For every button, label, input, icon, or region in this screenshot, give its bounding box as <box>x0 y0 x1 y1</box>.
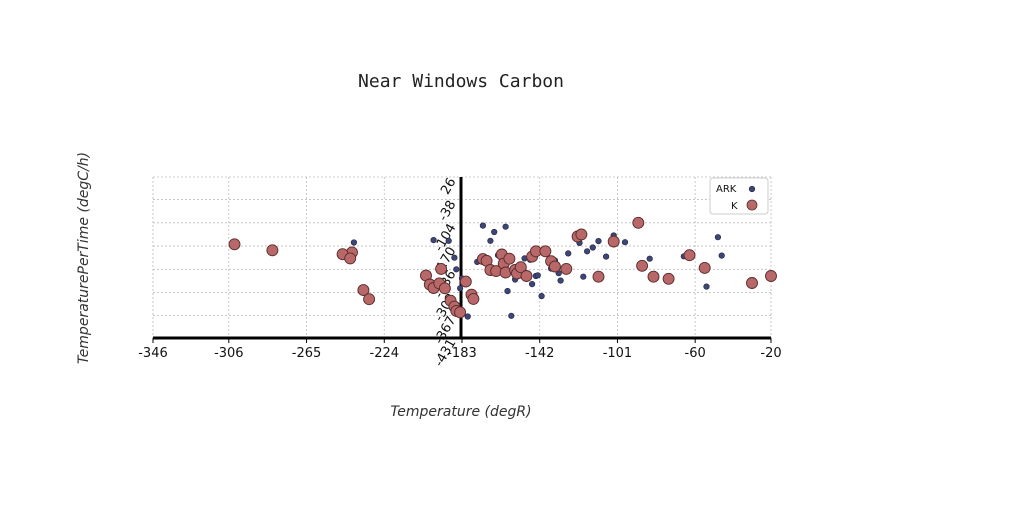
point-k-40 <box>592 270 605 283</box>
point-ark-4 <box>453 266 460 273</box>
point-ark-2 <box>445 237 452 244</box>
x-tick-label-2: -265 <box>292 346 322 361</box>
legend-marker-ark <box>748 185 756 193</box>
legend-label-ark: ARK <box>716 184 737 195</box>
point-k-17 <box>459 275 472 288</box>
point-ark-14 <box>502 223 509 230</box>
legend: ARK K <box>709 177 769 215</box>
point-ark-0 <box>350 239 358 246</box>
point-ark-42 <box>714 234 722 241</box>
point-k-34 <box>539 245 552 258</box>
point-ark-33 <box>583 248 591 255</box>
point-k-4 <box>344 252 357 265</box>
chart-title: Near Windows Carbon <box>358 71 564 92</box>
point-ark-9 <box>479 222 487 229</box>
point-ark-23 <box>534 272 541 279</box>
point-k-45 <box>662 272 675 285</box>
point-k-47 <box>698 261 711 274</box>
point-ark-38 <box>621 239 629 246</box>
point-ark-15 <box>504 288 511 295</box>
x-tick-label-4: -183 <box>447 346 477 361</box>
data-points <box>228 193 777 320</box>
point-k-42 <box>632 216 645 229</box>
point-k-43 <box>636 259 649 272</box>
x-tick-label-5: -142 <box>525 346 555 361</box>
point-k-36 <box>548 260 561 273</box>
point-ark-1 <box>430 237 437 244</box>
point-ark-34 <box>589 244 596 251</box>
x-tick-label-7: -60 <box>685 346 706 361</box>
point-k-19 <box>467 292 480 305</box>
point-ark-35 <box>595 238 602 245</box>
x-tick-label-0: -346 <box>138 346 168 361</box>
y-tick-label-0: 26 <box>438 176 459 198</box>
x-axis-label: Temperature (degR) <box>390 404 531 420</box>
point-k-44 <box>647 270 660 283</box>
x-tick-label-1: -306 <box>214 346 244 361</box>
point-ark-39 <box>646 255 653 262</box>
legend-marker-k <box>746 199 758 211</box>
point-ark-24 <box>538 293 545 300</box>
point-ark-11 <box>491 228 498 236</box>
point-ark-30 <box>565 250 572 257</box>
point-k-0 <box>228 238 241 251</box>
point-ark-36 <box>602 253 610 260</box>
point-k-12 <box>438 282 451 295</box>
x-tick-label-8: -20 <box>760 346 781 361</box>
point-ark-43 <box>718 252 725 259</box>
point-k-30 <box>514 261 527 274</box>
point-ark-7 <box>464 313 471 320</box>
point-k-39 <box>575 228 588 241</box>
point-k-50 <box>765 270 777 282</box>
x-tick-label-6: -101 <box>603 346 633 361</box>
point-k-41 <box>607 235 620 248</box>
point-k-16 <box>454 306 467 319</box>
legend-label-k: K <box>731 201 738 212</box>
point-k-1 <box>266 244 279 257</box>
point-k-5 <box>357 284 370 297</box>
point-ark-29 <box>557 277 564 284</box>
point-k-46 <box>683 249 696 262</box>
y-axis-label: TemperaturePerTime (degC/h) <box>76 152 92 364</box>
point-k-27 <box>503 252 516 265</box>
point-k-37 <box>560 262 573 275</box>
point-ark-21 <box>528 281 536 288</box>
point-k-6 <box>363 293 376 306</box>
point-ark-32 <box>580 273 587 280</box>
point-k-49 <box>746 277 758 289</box>
point-ark-16 <box>508 312 515 319</box>
point-ark-10 <box>487 237 494 244</box>
point-ark-6 <box>457 285 464 292</box>
point-ark-3 <box>451 254 458 261</box>
x-tick-label-3: -224 <box>370 346 400 361</box>
point-ark-41 <box>703 283 710 290</box>
point-k-11 <box>435 262 448 275</box>
point-k-31 <box>520 270 533 282</box>
